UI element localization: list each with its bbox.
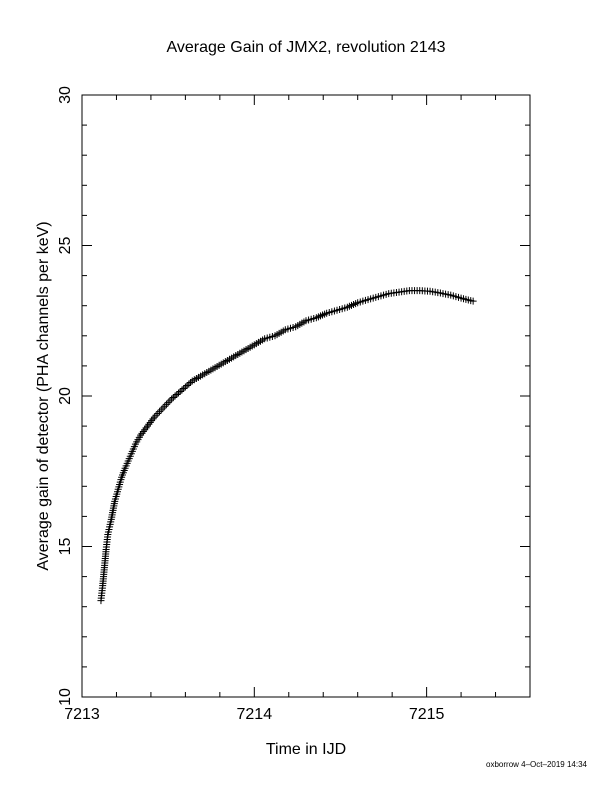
data-point-marker xyxy=(139,428,147,436)
x-tick-label: 7214 xyxy=(237,706,273,723)
data-point-marker xyxy=(149,415,157,423)
data-point-marker xyxy=(159,404,167,412)
data-point-marker xyxy=(187,378,195,386)
y-axis-label: Average gain of detector (PHA channels p… xyxy=(35,221,52,570)
axis-ticks xyxy=(81,94,530,698)
data-point-marker xyxy=(185,380,193,388)
data-point-marker xyxy=(161,402,169,410)
x-tick-label: 7215 xyxy=(409,706,445,723)
y-tick-label: 10 xyxy=(57,688,74,706)
data-point-marker xyxy=(138,429,146,437)
y-tick-label: 30 xyxy=(57,86,74,104)
x-tick-label: 7213 xyxy=(64,706,100,723)
data-point-marker xyxy=(137,431,145,439)
data-point-marker xyxy=(148,417,156,425)
chart-title: Average Gain of JMX2, revolution 2143 xyxy=(167,39,446,56)
y-tick-label: 25 xyxy=(57,237,74,255)
footer-signature: oxborrow 4–Oct–2019 14:34 xyxy=(486,760,588,769)
data-point-marker xyxy=(154,409,162,417)
data-point-marker xyxy=(181,383,189,391)
axis-tick-labels: 7213 7214 7215 10 15 20 25 30 xyxy=(57,86,445,723)
y-tick-label: 15 xyxy=(57,538,74,556)
data-point-marker xyxy=(150,413,158,421)
data-point-marker xyxy=(183,381,191,389)
data-point-marker xyxy=(168,395,176,403)
plot-frame xyxy=(81,94,531,698)
data-point-marker xyxy=(176,387,184,395)
data-point-marker xyxy=(171,392,179,400)
data-point-marker xyxy=(173,390,181,398)
data-point-marker xyxy=(146,418,154,426)
data-point-marker xyxy=(143,422,151,430)
data-point-marker xyxy=(174,389,182,397)
data-point-marker xyxy=(162,400,170,408)
data-point-marker xyxy=(166,397,174,405)
data-markers xyxy=(97,287,477,605)
data-point-marker xyxy=(178,386,186,394)
data-point-marker xyxy=(152,411,160,419)
data-point-marker xyxy=(164,399,172,407)
y-tick-label: 20 xyxy=(57,387,74,405)
data-point-marker xyxy=(142,424,150,432)
data-point-marker xyxy=(141,426,149,434)
x-axis-label: Time in IJD xyxy=(266,741,346,758)
data-point-marker xyxy=(169,394,177,402)
data-point-marker xyxy=(156,408,164,416)
data-point-marker xyxy=(180,384,188,392)
data-point-marker xyxy=(157,406,165,414)
data-point-marker xyxy=(145,420,153,428)
data-point-marker xyxy=(469,297,477,305)
